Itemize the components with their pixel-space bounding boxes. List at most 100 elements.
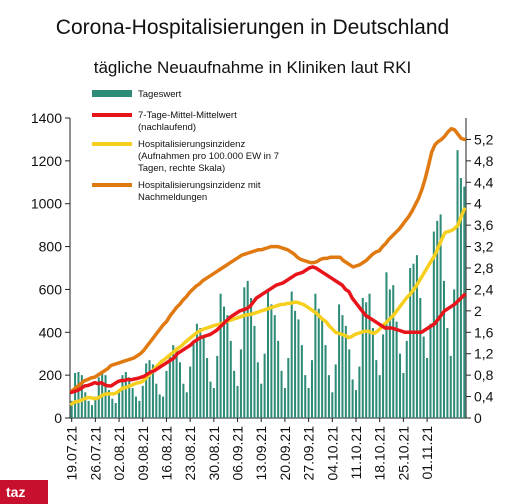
bar (175, 347, 178, 418)
bar (456, 150, 459, 418)
bar (392, 285, 395, 418)
bar (327, 375, 330, 418)
y-right-tick-label: 2,8 (474, 260, 494, 276)
chart-title: Corona-Hospitalisierungen in Deutschland (55, 16, 450, 39)
bar (358, 366, 361, 418)
y-right-tick-label: 0,8 (474, 367, 494, 383)
bar (222, 306, 226, 418)
bar (141, 385, 144, 418)
bar (365, 302, 368, 418)
bar (243, 287, 246, 418)
bar (385, 272, 388, 418)
legend-label-incidence-3: Tagen, rechte Skala) (138, 163, 225, 174)
bar (206, 358, 209, 418)
bar (118, 392, 121, 418)
bar (104, 375, 107, 418)
bar (70, 400, 73, 418)
bar (415, 255, 418, 418)
legend-label-mean-1: 7-Tage-Mittel-Mittelwert (138, 110, 237, 121)
y-right-axis: 0 0,4 0,8 1,2 1,6 2 2,4 2,8 3,2 3,6 4 4,4 4,8 5,2 (466, 131, 494, 426)
bar (371, 328, 374, 418)
bar (266, 289, 270, 418)
bar (304, 375, 307, 418)
bar (348, 349, 351, 418)
series-line-incidence-late (69, 126, 467, 393)
bar (409, 268, 412, 418)
bar (446, 328, 449, 418)
bar (148, 360, 151, 418)
bar (253, 325, 256, 418)
y-left-tick-label: 400 (39, 324, 63, 340)
y-right-tick-label: 1,6 (474, 324, 494, 340)
x-axis: 19.07.21 26.07.21 02.08.21 09.08.21 16.08.21… (64, 418, 435, 481)
bar (189, 366, 192, 418)
chart-subtitle: tägliche Neuaufnahme in Kliniken laut RK… (93, 58, 412, 77)
bar (324, 345, 327, 418)
bar (178, 362, 182, 418)
bar (145, 363, 148, 418)
bar (74, 373, 77, 418)
y-right-tick-label: 4 (474, 196, 482, 212)
bar (270, 304, 273, 418)
x-tick-label: 02.08.21 (111, 426, 127, 481)
bar (192, 343, 195, 418)
bar (226, 315, 229, 418)
bar (341, 315, 344, 418)
bar (412, 263, 415, 418)
bar (344, 325, 347, 418)
y-left-tick-label: 600 (39, 281, 63, 297)
y-right-tick-label: 2,4 (474, 281, 494, 297)
y-left-tick-label: 200 (39, 367, 63, 383)
bar (168, 355, 171, 418)
x-tick-label: 23.08.21 (182, 426, 198, 481)
bar (202, 336, 205, 418)
x-tick-label: 20.09.21 (277, 426, 293, 481)
bar (209, 381, 212, 418)
bar (263, 353, 266, 418)
bar (463, 186, 466, 418)
bar (250, 298, 253, 418)
bar (77, 371, 80, 418)
x-tick-label: 06.09.21 (230, 426, 246, 481)
legend-label-incidence-1: Hospitalisierungsinzidenz (138, 139, 245, 150)
x-tick-label: 13.09.21 (253, 426, 269, 481)
bar (307, 388, 310, 418)
bar (128, 377, 131, 418)
bar (134, 396, 138, 418)
bar (351, 379, 354, 418)
bar (185, 392, 188, 418)
bar (199, 328, 202, 418)
series-line-incidence (69, 207, 467, 406)
bar (165, 370, 168, 418)
bar (354, 390, 358, 418)
y-right-tick-label: 4,8 (474, 153, 494, 169)
bar (429, 323, 432, 418)
bar (84, 392, 87, 418)
y-left-axis: 0 200 400 600 800 1000 1200 1400 (31, 110, 70, 426)
y-right-tick-label: 0,4 (474, 389, 494, 405)
bar (114, 403, 117, 418)
bar (229, 340, 232, 418)
bar (368, 293, 371, 418)
x-tick-label: 04.10.21 (324, 426, 340, 481)
y-left-tick-label: 0 (54, 410, 62, 426)
lines-layer (69, 126, 467, 406)
legend: Tageswert 7-Tage-Mittel-Mittelwert (nach… (92, 89, 279, 203)
bar (405, 340, 408, 418)
bar (233, 370, 236, 418)
bar (378, 375, 381, 418)
legend-swatch-tageswert (92, 90, 132, 97)
bar (375, 360, 378, 418)
bar (382, 334, 385, 418)
bar (239, 349, 242, 418)
bar (138, 400, 141, 418)
bar (361, 298, 364, 418)
bar (398, 353, 402, 418)
y-right-tick-label: 3,6 (474, 217, 494, 233)
bar (402, 373, 405, 418)
x-tick-label: 30.08.21 (206, 426, 222, 481)
bar (155, 383, 158, 418)
bar (256, 362, 259, 418)
bar (426, 358, 429, 418)
